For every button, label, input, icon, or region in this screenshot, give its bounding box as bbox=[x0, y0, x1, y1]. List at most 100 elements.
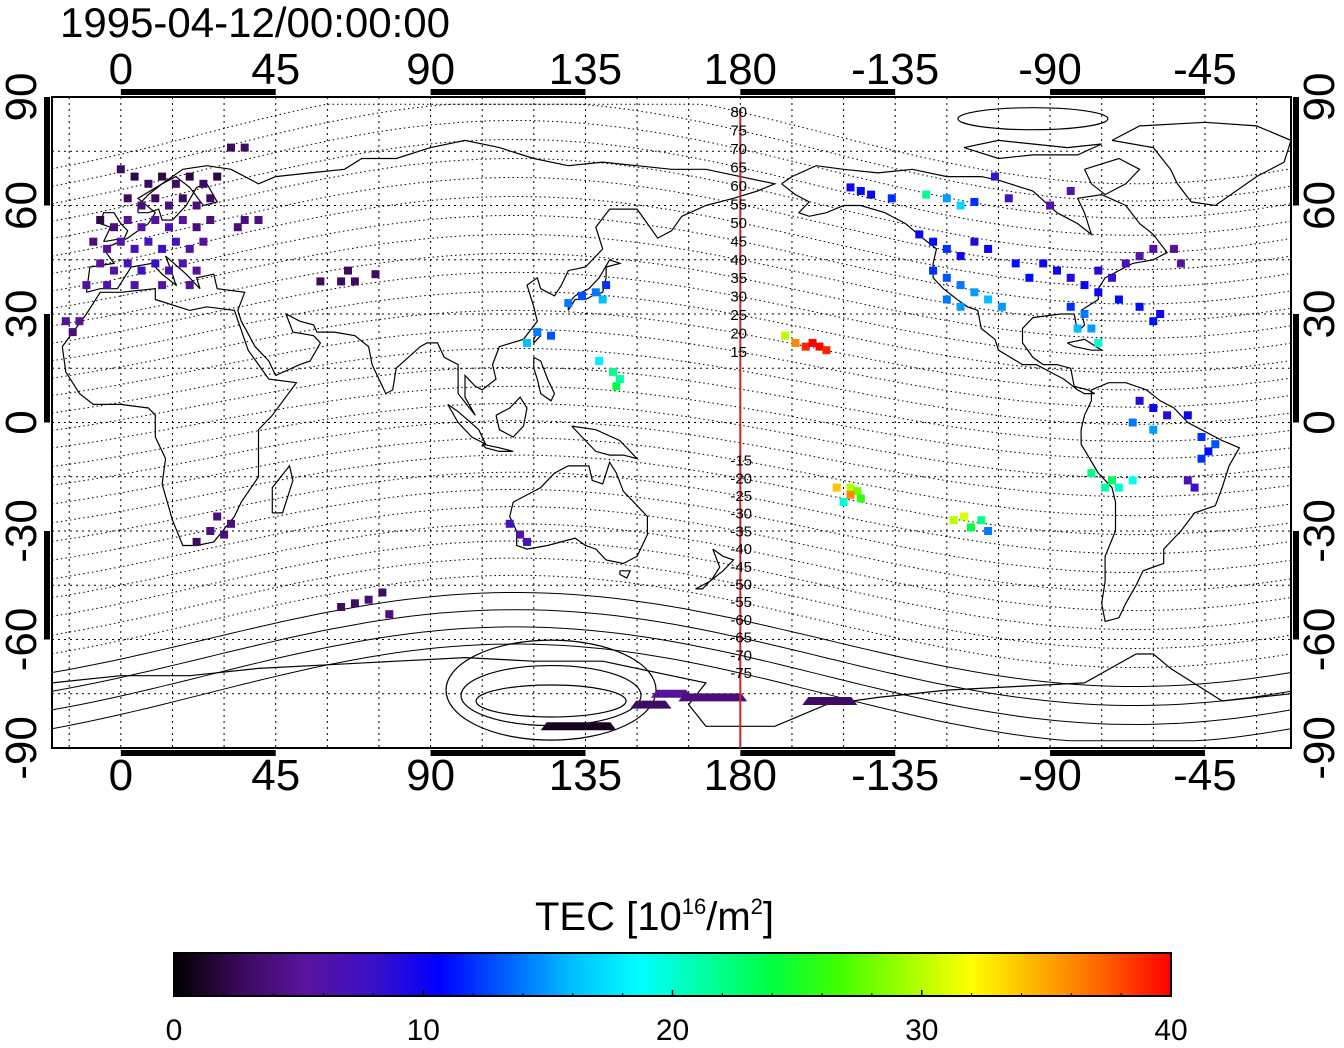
tec-point bbox=[1114, 483, 1123, 492]
tec-point bbox=[1108, 273, 1116, 282]
tec-point bbox=[956, 201, 965, 210]
right-latitude-labels: 90 60 30 0 -30 -60 -90 bbox=[1295, 73, 1344, 780]
top-lon-label: -90 bbox=[1018, 45, 1082, 94]
tec-point bbox=[206, 216, 215, 224]
tec-point bbox=[915, 230, 924, 239]
left-lat-label: 60 bbox=[0, 181, 46, 230]
tec-point bbox=[832, 483, 841, 492]
sumatra-outline bbox=[447, 403, 487, 446]
magnetic-contour bbox=[51, 103, 1292, 202]
colorbar-title-main: TEC [10 bbox=[535, 895, 682, 939]
tec-point bbox=[103, 244, 112, 253]
tec-point bbox=[158, 172, 167, 181]
tec-point bbox=[110, 266, 118, 275]
tec-point bbox=[130, 172, 139, 181]
tec-point bbox=[1121, 259, 1130, 268]
tec-point bbox=[991, 172, 999, 181]
tec-point bbox=[1066, 187, 1075, 195]
magnetic-contour bbox=[51, 139, 1292, 236]
madagascar-outline bbox=[271, 464, 294, 514]
tasmania-outline bbox=[619, 570, 632, 579]
tec-point bbox=[75, 317, 84, 326]
bottom-lon-label: 0 bbox=[109, 751, 133, 800]
tec-point bbox=[956, 281, 965, 290]
top-lon-label: -45 bbox=[1173, 45, 1237, 94]
south-pole-contour bbox=[475, 684, 627, 718]
tec-point bbox=[815, 342, 824, 351]
tec-point bbox=[1004, 194, 1013, 203]
south-pole-contour bbox=[445, 639, 657, 741]
tec-point bbox=[337, 277, 346, 286]
magnetic-latitude-label: 40 bbox=[730, 252, 747, 269]
tec-point bbox=[1170, 244, 1178, 253]
tec-point bbox=[846, 490, 855, 499]
tec-point bbox=[598, 295, 607, 304]
tec-point bbox=[165, 223, 173, 232]
tec-point bbox=[781, 331, 790, 340]
tec-point bbox=[151, 194, 160, 203]
left-lat-label: 0 bbox=[0, 410, 46, 434]
tec-point bbox=[206, 194, 215, 203]
tec-band bbox=[630, 700, 672, 709]
tec-point bbox=[192, 223, 201, 232]
tec-point bbox=[192, 537, 201, 546]
map-title: 1995-04-12/00:00:00 bbox=[60, 0, 450, 46]
tec-point bbox=[1163, 411, 1172, 420]
tec-point bbox=[227, 519, 235, 528]
tec-band bbox=[540, 722, 617, 731]
tec-point bbox=[137, 266, 146, 275]
tec-point bbox=[942, 273, 951, 282]
tec-point bbox=[1183, 411, 1192, 420]
north-america-outline bbox=[781, 165, 1169, 395]
top-lon-label: -135 bbox=[851, 45, 939, 94]
magnetic-contour bbox=[51, 158, 1292, 253]
magnetic-contour bbox=[51, 271, 1292, 357]
magnetic-latitude-label: 70 bbox=[730, 141, 747, 158]
magnetic-latitude-label: 55 bbox=[730, 196, 747, 213]
right-edge-bar bbox=[1293, 531, 1299, 640]
magnetic-latitude-label: -25 bbox=[730, 488, 752, 505]
left-edge-bar bbox=[44, 314, 50, 423]
tec-point bbox=[1011, 259, 1020, 268]
right-lat-label: -30 bbox=[1295, 499, 1344, 563]
japan-outline bbox=[567, 259, 622, 311]
right-edge-bar bbox=[1293, 314, 1299, 423]
magnetic-latitude-label: 20 bbox=[730, 326, 747, 343]
magnetic-latitude-label: -75 bbox=[730, 665, 752, 682]
tec-point bbox=[1149, 404, 1158, 412]
magnetic-latitude-label: 35 bbox=[730, 270, 747, 287]
colorbar-title: TEC [1016/m2] bbox=[535, 894, 774, 939]
right-lat-label: 90 bbox=[1295, 73, 1344, 122]
tec-point bbox=[1039, 259, 1048, 268]
tec-point bbox=[171, 237, 180, 246]
magnetic-contour bbox=[51, 592, 1292, 687]
tec-point bbox=[956, 252, 965, 261]
magnetic-contour bbox=[51, 626, 1292, 726]
tec-point bbox=[956, 302, 965, 311]
tec-point bbox=[123, 194, 132, 203]
tec-point bbox=[254, 216, 263, 224]
colorbar-tick-label: 0 bbox=[166, 1014, 183, 1047]
bottom-lon-label: 180 bbox=[704, 751, 777, 800]
tec-point bbox=[977, 516, 986, 525]
tec-point bbox=[123, 216, 132, 224]
tec-point bbox=[1149, 425, 1158, 434]
tec-point bbox=[1183, 476, 1192, 485]
tec-point bbox=[887, 194, 896, 203]
borneo-outline bbox=[495, 396, 528, 438]
tec-point bbox=[984, 527, 993, 535]
north-pole-contour bbox=[957, 107, 1109, 131]
tec-point bbox=[1176, 259, 1185, 268]
tec-point bbox=[547, 331, 555, 340]
tec-point bbox=[602, 281, 611, 290]
scandinavia-outline bbox=[137, 175, 219, 221]
tec-point bbox=[96, 216, 105, 224]
java-outline bbox=[481, 443, 514, 452]
tec-point bbox=[185, 244, 194, 253]
tec-point bbox=[123, 259, 132, 268]
tec-point bbox=[103, 281, 112, 290]
africa-outline bbox=[61, 288, 298, 547]
right-lat-label: 60 bbox=[1295, 181, 1344, 230]
